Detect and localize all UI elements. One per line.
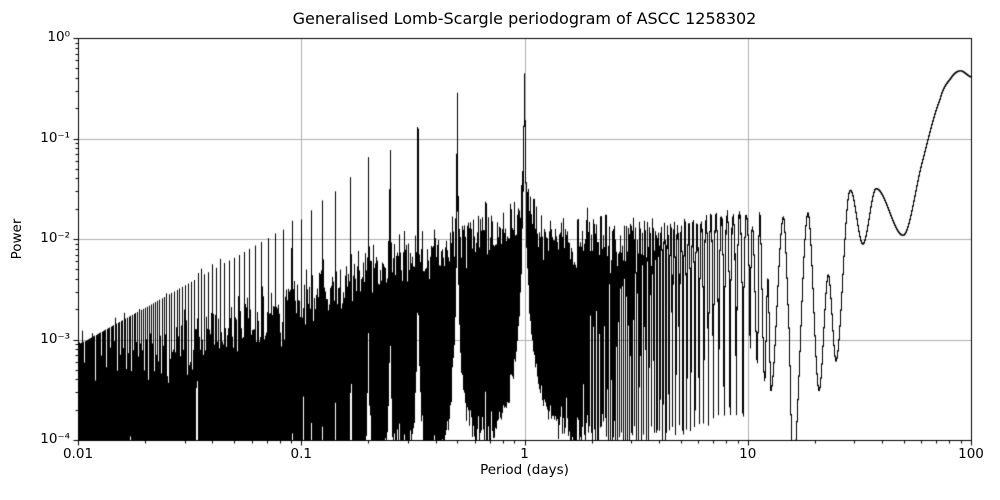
x-tick-label: 1	[520, 446, 529, 462]
chart-title: Generalised Lomb-Scargle periodogram of …	[292, 9, 757, 28]
y-tick-label: 10⁻⁴	[40, 431, 70, 447]
x-tick-label: 0.01	[62, 446, 94, 462]
x-tick-label: 100	[958, 446, 984, 462]
x-axis-label: Period (days)	[480, 462, 569, 478]
x-tick-label: 0.1	[290, 446, 312, 462]
y-tick-label: 10⁰	[47, 29, 70, 45]
y-tick-label: 10⁻¹	[40, 129, 70, 146]
y-tick-label: 10⁻²	[40, 230, 70, 246]
x-tick-label: 10	[739, 446, 757, 462]
y-tick-label: 10⁻³	[40, 330, 70, 347]
